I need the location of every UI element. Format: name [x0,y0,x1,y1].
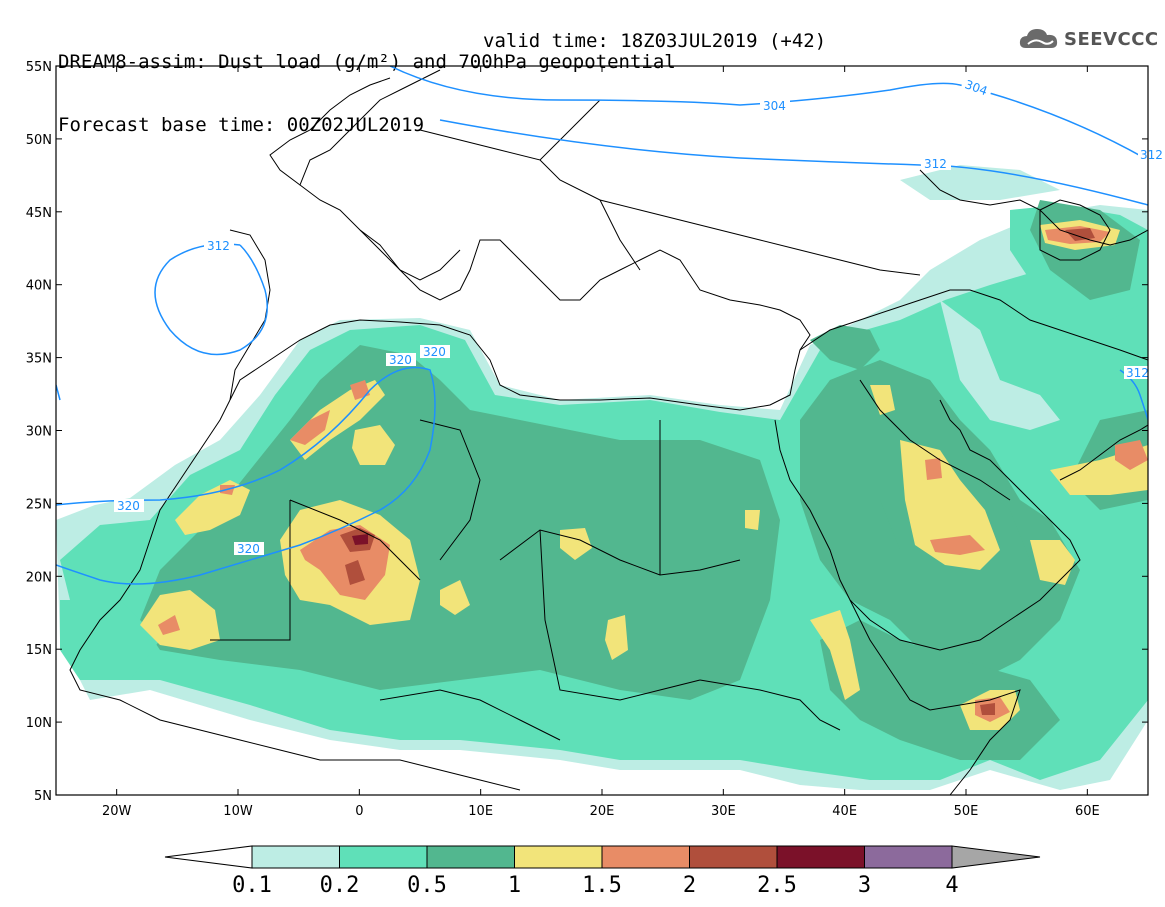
colorbar-label: 2.5 [757,873,797,898]
lat-tick-label: 30N [26,425,52,440]
contour-label-320c: 320 [117,499,140,513]
lat-tick-label: 40N [26,279,52,294]
dust-layer-2.5 [352,534,368,545]
colorbar-segment [864,845,953,869]
lat-tick-label: 10N [26,716,52,731]
lon-tick-label: 40E [832,804,857,819]
colorbar-segment [514,845,603,869]
colorbar-label: 0.1 [232,873,272,898]
colorbar-segment [251,845,340,869]
seevccc-logo: SEEVCCC [1018,24,1159,54]
logo-text: SEEVCCC [1064,28,1159,50]
dust-field [56,165,1148,790]
colorbar-label: 0.5 [407,873,447,898]
colorbar-segment [689,845,778,869]
colorbar-label: 4 [945,873,959,898]
geopotential-contours [56,66,1148,585]
lon-tick-label: 10E [468,804,493,819]
lon-tick-label: 60E [1075,804,1100,819]
contour-label-312d: 312 [1126,366,1149,380]
colorbar-segment [601,845,690,869]
contour-labels: 304 304 312 312 312 312 320 320 320 320 [114,76,1163,556]
contour-label-320b: 320 [423,345,446,359]
map-title: DREAM8-assim: Dust load (g/m²) and 700hP… [58,10,826,178]
colorbar-label: 2 [682,873,697,898]
colorbar-label: 3 [857,873,872,898]
colorbar-over-arrow [951,845,1041,869]
colorbar [164,845,1041,869]
colorbar-segment [776,845,865,869]
contour-label-304a: 304 [763,99,786,113]
title-valid-time: valid time: 18Z03JUL2019 (+42) [483,30,827,52]
lon-tick-label: 50E [954,804,979,819]
title-line-product: DREAM8-assim: Dust load (g/m²) and 700hP… [58,51,676,73]
lon-tick-label: 20W [102,804,132,819]
lat-tick-label: 45N [26,206,52,221]
latitude-ticks: 55N 50N 45N 40N 35N 30N 25N 20N 15N 10N 5N [26,60,1148,804]
lat-tick-label: 35N [26,352,52,367]
colorbar-segment [339,845,428,869]
lat-tick-label: 55N [26,60,52,75]
longitude-ticks: 20W 10W 0 10E 20E 30E 40E 50E 60E [102,66,1100,819]
colorbar-label: 1.5 [582,873,622,898]
lon-tick-label: 10W [223,804,253,819]
cloud-icon [1019,29,1058,48]
colorbar-under-arrow [164,845,253,869]
lon-tick-label: 20E [590,804,615,819]
lat-tick-label: 20N [26,570,52,585]
colorbar-segment [426,845,515,869]
contour-label-320a: 320 [389,353,412,367]
lat-tick-label: 15N [26,643,52,658]
lat-tick-label: 5N [34,789,52,804]
colorbar-label: 0.2 [319,873,360,898]
lon-tick-label: 0 [355,804,363,819]
contour-label-312a: 312 [924,157,947,171]
contour-label-312b: 312 [1140,148,1163,162]
contour-label-320d: 320 [237,542,260,556]
contour-label-312c: 312 [207,239,230,253]
lat-tick-label: 50N [26,133,52,148]
contour-label-304b: 304 [963,77,989,98]
title-line-base-time: Forecast base time: 00Z02JUL2019 [58,114,425,136]
lon-tick-label: 30E [711,804,736,819]
lat-tick-label: 25N [26,497,52,512]
colorbar-label: 1 [507,873,522,898]
